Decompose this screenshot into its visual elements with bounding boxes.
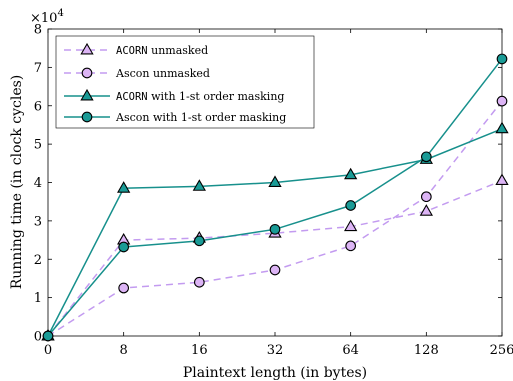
x-tick-label: 0 bbox=[44, 343, 52, 358]
data-point bbox=[269, 264, 281, 276]
legend-label: Ascon unmasked bbox=[115, 67, 210, 80]
data-point bbox=[344, 167, 358, 180]
y-tick-label: 6 bbox=[34, 99, 42, 114]
data-point bbox=[118, 282, 130, 294]
data-point bbox=[496, 95, 508, 107]
x-tick-label: 8 bbox=[120, 343, 128, 358]
legend-marker bbox=[81, 67, 93, 79]
y-tick-label: 0 bbox=[34, 330, 42, 345]
data-point bbox=[42, 330, 54, 342]
x-tick-label: 16 bbox=[191, 343, 208, 358]
data-point bbox=[419, 204, 433, 216]
data-point bbox=[269, 223, 281, 235]
y-tick-label: 1 bbox=[34, 291, 42, 306]
x-tick-label: 256 bbox=[490, 343, 513, 358]
legend-box bbox=[55, 35, 315, 129]
data-point bbox=[496, 53, 508, 65]
data-point bbox=[420, 151, 432, 163]
y-axis-title: Running time (in clock cycles) bbox=[9, 75, 25, 290]
y-multiplier: ×104 bbox=[30, 8, 64, 26]
y-tick-label: 3 bbox=[34, 214, 42, 229]
x-axis-title: Plaintext length (in bytes) bbox=[183, 365, 367, 381]
legend-label: Ascon with 1-st order masking bbox=[115, 111, 286, 124]
legend-marker bbox=[80, 88, 94, 101]
axis-ticks: 0 8 16 32 64 128 256 0 1 2 3 4 5 6 7 8 bbox=[34, 23, 513, 359]
legend-label: ACORN with 1-st order masking bbox=[116, 90, 284, 103]
data-point bbox=[495, 173, 509, 186]
data-point bbox=[495, 121, 509, 134]
legend-marker bbox=[81, 111, 93, 123]
data-point bbox=[344, 219, 358, 232]
data-point bbox=[420, 191, 432, 203]
data-point bbox=[345, 200, 357, 211]
data-point bbox=[193, 235, 205, 247]
data-point bbox=[345, 240, 357, 252]
x-tick-label: 128 bbox=[414, 343, 439, 358]
data-point bbox=[193, 276, 205, 288]
y-tick-label: 8 bbox=[34, 23, 42, 38]
y-tick-label: 4 bbox=[34, 176, 42, 191]
data-point bbox=[268, 175, 282, 187]
data-point bbox=[118, 241, 130, 253]
x-tick-label: 32 bbox=[267, 343, 284, 358]
x-tick-label: 64 bbox=[342, 343, 359, 358]
y-tick-label: 5 bbox=[34, 138, 42, 153]
data-point bbox=[192, 179, 206, 191]
legend-label: ACORN unmasked bbox=[116, 44, 208, 57]
y-tick-label: 2 bbox=[34, 253, 42, 268]
y-tick-label: 7 bbox=[34, 61, 42, 76]
legend-marker bbox=[80, 42, 94, 55]
legend: ACORN unmasked Ascon unmasked ACORN with 1… bbox=[55, 35, 315, 129]
series-markers bbox=[41, 53, 509, 342]
data-point bbox=[117, 181, 131, 193]
